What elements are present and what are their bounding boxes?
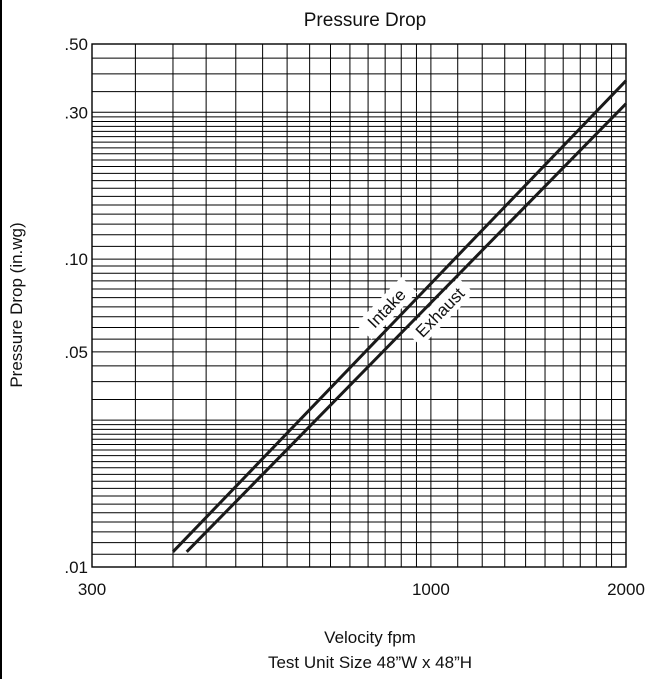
plot-border	[91, 43, 627, 568]
tick-labels: .01 .05 .10 .30 .50 300 1000 2000	[64, 35, 645, 599]
x-tick-label: 2000	[607, 580, 645, 599]
series-label-background	[355, 276, 418, 340]
series-label-exhaust-group: Exhaust	[405, 277, 474, 347]
chart-subtitle: Test Unit Size 48”W x 48”H	[268, 653, 472, 672]
y-tick-label: .10	[64, 250, 88, 269]
chart-title: Pressure Drop	[304, 10, 427, 31]
y-tick-label: .30	[64, 103, 88, 122]
y-tick-label: .50	[64, 35, 88, 54]
series-line-exhaust	[185, 102, 628, 553]
y-tick-label: .01	[64, 558, 88, 577]
y-tick-label: .05	[64, 343, 88, 362]
x-tick-label: 1000	[412, 580, 450, 599]
y-axis-label: Pressure Drop (in.wg)	[7, 222, 26, 387]
series-label-background	[405, 277, 474, 347]
series-line-intake	[171, 79, 628, 553]
x-tick-label: 300	[78, 580, 106, 599]
grid	[91, 43, 627, 568]
x-axis-label: Velocity fpm	[324, 628, 416, 647]
left-border	[0, 0, 2, 679]
